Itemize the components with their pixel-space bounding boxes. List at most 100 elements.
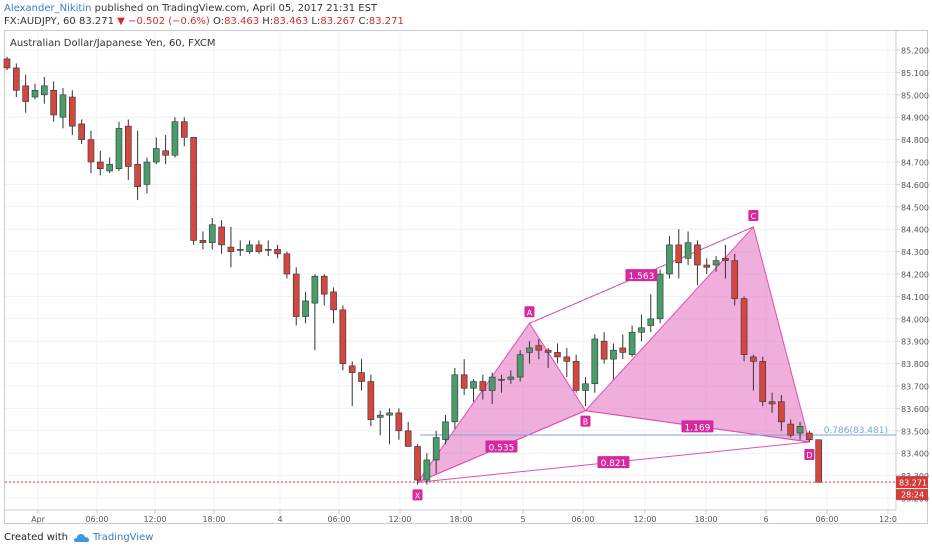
change-value: −0.502 (−0.6%) bbox=[128, 16, 210, 27]
pattern-triangle-xab bbox=[416, 322, 587, 484]
candle bbox=[404, 421, 412, 447]
candle-body bbox=[283, 253, 291, 275]
candle bbox=[358, 359, 365, 391]
candle bbox=[712, 256, 720, 272]
candle-body bbox=[395, 412, 403, 432]
pattern-point-d-label: D bbox=[804, 449, 815, 460]
candle-body bbox=[69, 96, 76, 127]
candle-body bbox=[572, 361, 580, 391]
candle bbox=[647, 294, 655, 333]
pattern-point-badge bbox=[748, 209, 759, 221]
candle bbox=[395, 408, 403, 440]
price-tick-label: 83.600 bbox=[901, 405, 929, 414]
ratio-label: 0.535 bbox=[485, 440, 518, 453]
time-tick-label: 06:00 bbox=[85, 515, 108, 524]
ratio-label: 1.169 bbox=[681, 420, 714, 433]
pattern-point-text: D bbox=[806, 451, 812, 460]
candle-body bbox=[134, 163, 141, 187]
ratio-text: 1.169 bbox=[685, 423, 711, 433]
time-tick-label: 5 bbox=[520, 515, 525, 524]
candle-body bbox=[339, 309, 347, 364]
candle bbox=[162, 135, 169, 165]
candle-body bbox=[330, 291, 337, 311]
candle bbox=[432, 430, 440, 474]
candle bbox=[13, 63, 20, 98]
candle-body bbox=[460, 374, 468, 389]
candle-body bbox=[432, 437, 440, 461]
time-tick-label: 4 bbox=[277, 515, 282, 524]
candle-body bbox=[162, 150, 169, 156]
tradingview-brand[interactable]: TradingView bbox=[73, 532, 154, 543]
candle bbox=[498, 374, 505, 393]
candle bbox=[330, 287, 337, 324]
candle-body bbox=[190, 137, 197, 241]
chart-frame[interactable] bbox=[4, 30, 928, 524]
price-tick-label: 84.800 bbox=[901, 136, 929, 145]
candle-body bbox=[3, 58, 11, 69]
published-text: published on TradingView.com, April 05, … bbox=[94, 3, 378, 14]
pattern-point-b-label: B bbox=[580, 415, 591, 427]
author-link[interactable]: Alexander_Nikitin bbox=[4, 3, 92, 14]
candle-body bbox=[740, 298, 748, 355]
candle-body bbox=[815, 439, 823, 483]
candle bbox=[414, 444, 421, 485]
candle-body bbox=[311, 275, 319, 304]
candle-body bbox=[152, 148, 160, 163]
pattern-point-badge bbox=[412, 489, 423, 501]
candle bbox=[339, 305, 347, 371]
price-tick-label: 84.500 bbox=[901, 203, 929, 212]
candle bbox=[488, 372, 496, 404]
candle bbox=[180, 117, 188, 147]
tradingview-label: TradingView bbox=[92, 532, 154, 543]
candle bbox=[759, 356, 767, 407]
candle bbox=[106, 157, 113, 174]
candle-body bbox=[414, 446, 421, 481]
time-tick-label: 18:00 bbox=[202, 515, 225, 524]
candle-body bbox=[367, 381, 375, 420]
candle-body bbox=[292, 273, 300, 317]
candle bbox=[59, 88, 67, 129]
created-with-text: Created with bbox=[4, 532, 68, 543]
price-tick-label: 85.200 bbox=[901, 47, 929, 56]
candle-body bbox=[442, 421, 449, 441]
price-tick-label: 84.200 bbox=[901, 271, 929, 280]
candle bbox=[87, 130, 95, 174]
candle bbox=[124, 119, 132, 180]
time-tick-label: 12:0 bbox=[879, 515, 897, 524]
ratio-text: 0.535 bbox=[489, 443, 515, 453]
time-tick-label: 06:00 bbox=[327, 515, 350, 524]
candle-body bbox=[386, 412, 393, 416]
candle-body bbox=[376, 414, 384, 418]
pattern-point-badge bbox=[804, 449, 815, 460]
time-tick-label: 06:00 bbox=[571, 515, 594, 524]
low-value: 83.267 bbox=[320, 16, 356, 27]
candle-body bbox=[236, 249, 244, 251]
candle-body bbox=[404, 430, 412, 447]
candle-body bbox=[488, 376, 496, 391]
candle bbox=[778, 394, 785, 431]
candle bbox=[236, 240, 244, 257]
ratio-label: 0.821 bbox=[597, 456, 630, 469]
candle-body bbox=[78, 123, 85, 140]
candle bbox=[544, 347, 552, 369]
candle-body bbox=[246, 244, 253, 252]
candle bbox=[731, 253, 739, 306]
time-tick-label: 18:00 bbox=[694, 515, 717, 524]
low-label: L: bbox=[311, 16, 321, 27]
countdown-badge bbox=[896, 489, 928, 501]
price-tick-label: 84.700 bbox=[901, 159, 929, 168]
pattern-point-text: X bbox=[415, 491, 421, 500]
ratio-badge bbox=[485, 440, 518, 453]
ratio-badge bbox=[597, 456, 630, 469]
candle-body bbox=[759, 361, 767, 402]
candle bbox=[628, 325, 636, 357]
candle-body bbox=[619, 347, 627, 353]
symbol-bar: FX:AUDJPY, 60 83.271 ▼ −0.502 (−0.6%) O:… bbox=[4, 16, 404, 27]
candle bbox=[292, 267, 300, 326]
candle-body bbox=[227, 246, 235, 252]
pattern-point-x-label: X bbox=[412, 489, 423, 501]
candle-body bbox=[694, 244, 701, 266]
pattern-point-text: A bbox=[527, 308, 533, 317]
candle-body bbox=[768, 401, 776, 405]
